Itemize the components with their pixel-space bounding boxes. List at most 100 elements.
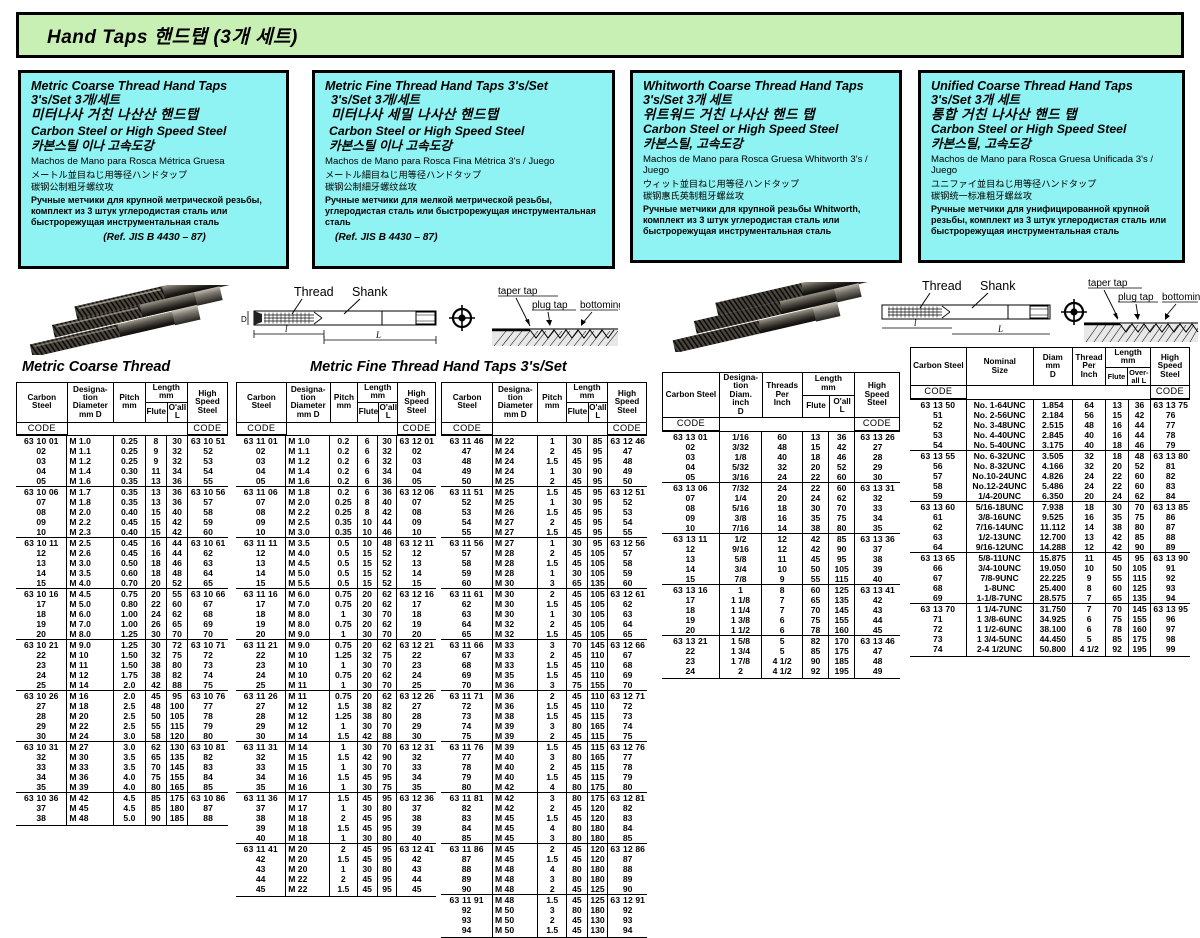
cell-carbon-steel-code: 23 — [36, 660, 46, 671]
th-code-cs: CODE — [662, 417, 720, 431]
cell-oall: 95 — [376, 884, 397, 898]
cell-high-speed-steel-code: 99 — [1150, 643, 1190, 657]
cell-tpi: 24 — [1071, 470, 1106, 481]
cell-oall: 60 — [1127, 470, 1151, 481]
cell-oall: 36 — [1127, 398, 1151, 410]
table-row: 74 M 39 3 80 165 74 — [441, 721, 647, 732]
cell-flute: 45 — [566, 915, 588, 926]
cell-pitch: 0.80 — [113, 599, 146, 610]
cell-oall: 130 — [586, 925, 608, 938]
cell-carbon-steel-code: 25 — [255, 680, 266, 691]
table-row: 62 7/16-14UNC 11.112 14 38 80 87 — [910, 521, 1190, 532]
cell-carbon-steel-code: 18 — [255, 609, 266, 620]
panel-text-es: Machos de Mano para Rosca Métrica Gruesa — [31, 156, 225, 168]
table-row: 63 11 56 M 27 1 30 95 63 12 56 — [441, 537, 647, 549]
cell-dia: M 14 — [285, 731, 330, 742]
cell-high-speed-steel-code: 73 — [187, 660, 228, 671]
cell-dia: M 8.0 — [66, 629, 114, 640]
table-row: 63 11 16 M 6.0 0.75 20 62 63 12 16 — [236, 588, 436, 600]
cell-oall: 52 — [376, 558, 397, 569]
tap-set-photo-left — [22, 266, 246, 358]
cell-high-speed-steel-code: 63 12 26 — [396, 690, 436, 702]
cell-dia: M 1.1 — [285, 446, 330, 457]
table-row: 12 M 2.6 0.45 16 44 62 — [16, 548, 228, 559]
cell-high-speed-steel-code: 77 — [607, 752, 647, 763]
cell-oall: 95 — [376, 854, 397, 865]
cell-oall: 95 — [376, 772, 397, 783]
cell-dia: M 1.1 — [66, 446, 114, 457]
panel-title-en: Metric Coarse Thread Hand Taps — [31, 79, 228, 93]
th-code-hss: CODE — [186, 421, 229, 436]
cell-dia: 1 — [718, 583, 762, 595]
cell-carbon-steel-code: 68 — [461, 660, 472, 671]
panel-title-set: 3's/Set 3개 세트 — [931, 93, 1020, 108]
cell-tpi: 24 — [1071, 480, 1106, 491]
cell-dia: 3/32 — [718, 441, 762, 452]
cell-pitch: 1.5 — [537, 894, 567, 906]
table-row: 63 13 16 1 8 60 125 63 13 41 — [662, 583, 900, 595]
cell-pitch: 0.30 — [113, 466, 146, 477]
table-row: 64 M 32 2 45 105 64 — [441, 619, 647, 630]
cell-size: 9/16-12UNC — [965, 541, 1034, 553]
cell-size: 1-1/8-7UNC — [965, 592, 1034, 604]
tap-set-illustration-2 — [672, 263, 884, 354]
tap-set-illustration — [29, 266, 246, 358]
cell-carbon-steel-code: 54 — [461, 517, 472, 528]
cell-carbon-steel-code: 64 — [461, 619, 472, 630]
cell-oall: 125 — [586, 884, 608, 895]
cell-oall: 75 — [376, 650, 397, 661]
table-row: 53 M 26 1.5 45 95 53 — [441, 507, 647, 518]
cell-high-speed-steel-code: 75 — [607, 731, 647, 742]
cell-high-speed-steel-code: 49 — [854, 665, 900, 679]
table-title-metric-coarse: Metric Coarse Thread — [22, 359, 171, 375]
cell-high-speed-steel-code: 33 — [396, 762, 436, 773]
cell-tpi: 5 — [761, 634, 803, 646]
cell-oall: 80 — [1127, 521, 1151, 532]
table-row: 20 M 8.0 1.25 30 70 70 — [16, 629, 228, 640]
cell-high-speed-steel-code: 63 12 11 — [396, 537, 436, 549]
cell-oall: 60 — [165, 599, 188, 610]
table-row: 44 M 22 2 45 95 44 — [236, 874, 436, 885]
label-dim-d: D — [241, 315, 247, 324]
cell-dia: M 36 — [491, 680, 538, 691]
table-row: 63 11 81 M 42 3 80 175 63 12 81 — [441, 792, 647, 804]
cell-flute: 45 — [566, 588, 588, 600]
cell-oall: 110 — [586, 701, 608, 712]
cell-dia: 1 7/8 — [718, 655, 762, 666]
cell-oall: 48 — [376, 537, 397, 549]
tap-dimension-drawing-right: Thread Shank l L — [880, 278, 1200, 353]
cell-pitch: 2 — [537, 476, 567, 487]
cell-flute: 55 — [144, 721, 167, 732]
cell-flute: 42 — [356, 752, 378, 763]
cell-oall: 120 — [165, 731, 188, 742]
table-row: 19 M 7.0 1.00 26 65 69 — [16, 619, 228, 630]
cell-pitch: 0.2 — [328, 456, 358, 467]
cell-pitch: 0.2 — [328, 466, 358, 477]
cell-pitch: 3 — [537, 874, 567, 885]
product-panel-unified: Unified Coarse Thread Hand Taps 3's/Set … — [918, 70, 1185, 263]
cell-flute: 80 — [566, 905, 588, 916]
cell-high-speed-steel-code: 08 — [396, 507, 436, 518]
cell-dia: M 48 — [491, 894, 538, 906]
cell-pitch: 1 — [537, 537, 567, 549]
cell-dia: M 1.0 — [66, 435, 114, 447]
cell-high-speed-steel-code: 92 — [607, 905, 647, 916]
cell-pitch: 0.75 — [328, 619, 358, 630]
cell-oall: 115 — [586, 731, 608, 742]
cell-high-speed-steel-code: 83 — [1150, 480, 1190, 491]
th-diam: Diam mm D — [1032, 346, 1073, 387]
cell-flute: 30 — [566, 466, 588, 477]
cell-high-speed-steel-code: 94 — [1150, 592, 1190, 604]
cell-dia: M 14 — [66, 680, 114, 691]
cell-carbon-steel-code: 63 11 31 — [236, 741, 286, 753]
cell-flute: 8 — [356, 507, 378, 518]
cell-oall: 70 — [376, 629, 397, 640]
cell-oall: 34 — [165, 466, 188, 477]
cell-high-speed-steel-code: 47 — [854, 645, 900, 656]
cell-diam: 25.400 — [1032, 582, 1073, 593]
table-row: 17 M 5.0 0.80 22 60 67 — [16, 599, 228, 610]
table-header-whitworth: Carbon Steel Designa- tion Diam. inch D … — [662, 371, 901, 431]
table-row: 63 10 11 M 2.5 0.45 16 44 63 10 61 — [16, 537, 228, 549]
table-row: 24 M 12 1.75 38 82 74 — [16, 670, 228, 681]
cell-dia: M 30 — [491, 588, 538, 600]
